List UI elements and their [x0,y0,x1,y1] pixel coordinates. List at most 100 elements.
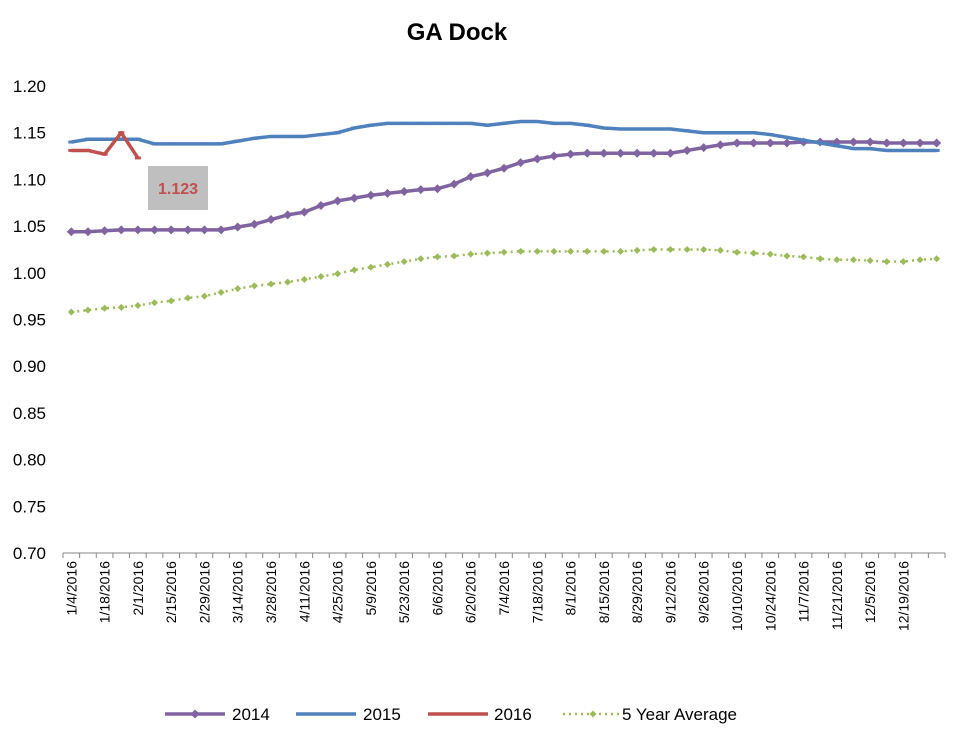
data-point [650,245,658,253]
x-tick-label: 7/18/2016 [529,561,545,623]
y-tick-label: 0.80 [13,451,46,470]
data-point [765,138,775,148]
data-point [266,215,276,225]
data-point [883,148,890,152]
data-point [267,280,275,288]
data-point [866,257,874,265]
data-point [499,163,509,173]
data-point [384,121,391,125]
x-tick-label: 11/21/2016 [829,561,845,630]
data-point [900,148,907,152]
x-tick-label: 4/25/2016 [330,561,346,623]
series-2014 [66,137,942,237]
legend-item: 2015 [296,705,401,724]
data-point [549,151,559,161]
data-point [617,127,624,131]
data-point [249,219,259,229]
series-line [71,119,937,153]
data-point [850,147,857,151]
data-point [915,138,925,148]
data-point [434,121,441,125]
data-point [615,148,625,158]
data-point [582,148,592,158]
legend-marker [323,712,329,716]
data-point [134,156,141,160]
data-point [201,142,208,146]
x-tick-label: 7/4/2016 [496,561,512,616]
data-point [84,137,91,141]
data-point [666,245,674,253]
data-point [100,226,110,236]
data-point [933,148,940,152]
data-point [534,119,541,123]
legend-label: 2014 [232,705,270,724]
data-point [667,127,674,131]
data-point [899,258,907,266]
legend-marker [455,712,461,716]
data-point [317,273,325,281]
legend-item: 2014 [165,705,270,724]
data-point [268,134,275,138]
y-tick-label: 0.75 [13,497,46,516]
data-point [417,255,425,263]
data-labels: 1.123 [148,166,208,210]
data-point [68,140,75,144]
data-point [167,297,175,305]
data-point [117,303,125,311]
x-tick-label: 1/4/2016 [63,561,79,616]
data-point [550,121,557,125]
data-point [632,148,642,158]
data-point [67,308,75,316]
data-point [898,138,908,148]
data-point [932,138,942,148]
data-point [334,270,342,278]
x-tick-label: 3/28/2016 [263,561,279,623]
data-point [933,255,941,263]
data-point [584,123,591,127]
y-tick-label: 1.15 [13,124,46,143]
data-point [250,282,258,290]
x-axis: 1/4/2016 1/18/2016 2/1/2016 2/15/2016 2/29/2… [62,552,946,631]
data-point [566,149,576,159]
data-point [865,137,875,147]
data-point [733,248,741,256]
data-point [151,142,158,146]
data-point [366,190,376,200]
data-point [766,250,774,258]
data-point [833,256,841,264]
data-point [484,123,491,127]
series-2015 [68,119,940,153]
data-point [101,304,109,312]
data-point [500,248,508,256]
data-point [401,121,408,125]
data-point [200,292,208,300]
x-tick-label: 9/26/2016 [696,561,712,623]
data-point [882,138,892,148]
data-point [867,147,874,151]
data-point [384,260,392,268]
series-5-year-average [67,245,941,316]
data-point [449,179,459,189]
y-tick-label: 0.90 [13,357,46,376]
y-tick-label: 1.00 [13,264,46,283]
data-point [483,249,491,257]
x-tick-label: 3/14/2016 [230,561,246,623]
data-point [351,126,358,130]
y-tick-label: 1.05 [13,217,46,236]
data-point [217,288,225,296]
data-point [168,142,175,146]
x-tick-label: 6/20/2016 [463,561,479,623]
data-point [715,140,725,150]
x-tick-label: 10/24/2016 [762,561,778,631]
data-point [517,247,525,255]
data-point [66,227,76,237]
legend-marker [190,709,200,719]
x-tick-label: 5/23/2016 [396,561,412,623]
data-point [733,131,740,135]
data-point [83,227,93,237]
x-tick-label: 10/10/2016 [729,561,745,631]
data-point [166,225,176,235]
data-point [650,127,657,131]
data-point [118,131,125,135]
legend-item: 5 Year Average [563,705,737,724]
